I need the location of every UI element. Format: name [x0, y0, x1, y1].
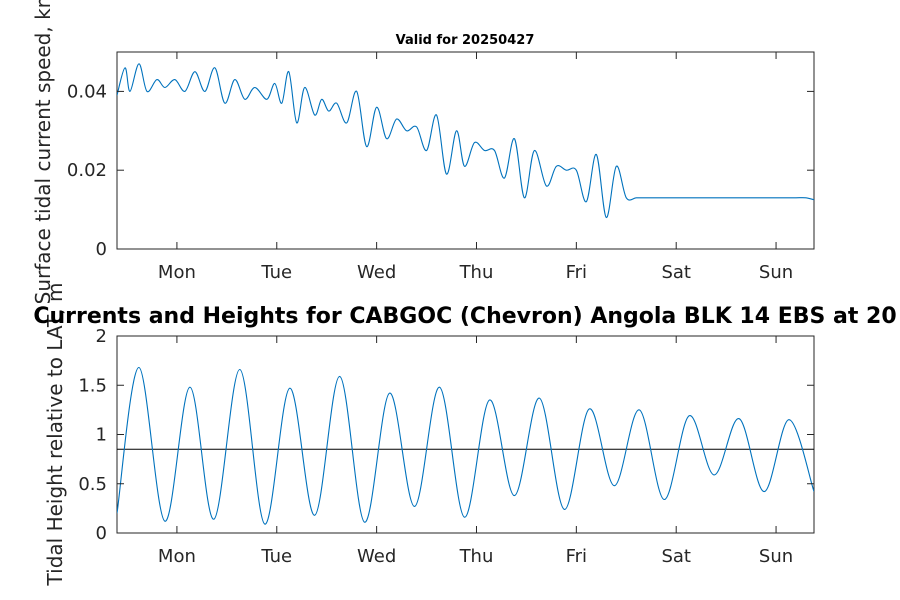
y-tick-label: 0.02 [67, 160, 107, 181]
x-tick-label: Mon [158, 262, 196, 283]
y-tick-label: 0.5 [78, 474, 107, 495]
series-line [117, 63, 814, 219]
chart-title: Valid for 20250427 [396, 33, 535, 48]
x-tick-label: Mon [158, 546, 196, 567]
x-tick-label: Wed [357, 546, 396, 567]
x-tick-label: Sat [661, 546, 691, 567]
x-tick-label: Sun [759, 546, 793, 567]
x-tick-label: Tue [260, 262, 292, 283]
y-tick-label: 0.04 [67, 81, 107, 102]
y-axis-label: Surface tidal current speed, kn [31, 0, 55, 304]
x-tick-label: Thu [459, 546, 494, 567]
chart-title: Currents and Heights for CABGOC (Chevron… [33, 304, 896, 329]
plot-area [116, 335, 815, 534]
x-tick-label: Wed [357, 262, 396, 283]
series-layer [117, 366, 814, 525]
x-tick-label: Fri [566, 262, 587, 283]
y-tick-label: 1 [96, 425, 107, 446]
x-tick-label: Sat [661, 262, 691, 283]
y-tick-label: 0 [96, 523, 107, 544]
y-axis-label: Tidal Height relative to LAT, m [43, 283, 67, 587]
tick-layer: Mon Tue Wed Thu Fri Sat Sun 0 0.5 1 1.5 2 [78, 326, 814, 567]
tidal-height-chart: Mon Tue Wed Thu Fri Sat Sun 0 0.5 1 1.5 2 Tidal Hei… [33, 283, 896, 587]
plot-area [116, 51, 815, 250]
y-tick-label: 1.5 [78, 375, 107, 396]
tick-layer: Mon Tue Wed Thu Fri Sat Sun 0 0.02 0.04 [67, 52, 814, 283]
y-tick-label: 2 [96, 326, 107, 347]
series-line [117, 366, 814, 525]
x-tick-label: Sun [759, 262, 793, 283]
x-tick-label: Fri [566, 546, 587, 567]
current-speed-chart: Valid for 20250427 Mon Tue Wed Thu Fri Sat Sun… [31, 0, 815, 304]
y-tick-label: 0 [96, 239, 107, 260]
x-tick-label: Tue [260, 546, 292, 567]
x-tick-label: Thu [459, 262, 494, 283]
series-layer [117, 63, 814, 219]
